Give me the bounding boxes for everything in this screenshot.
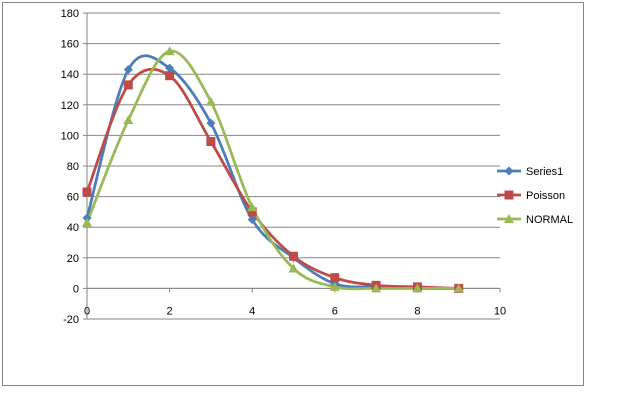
legend-label-poisson: Poisson [526,190,565,202]
data-point-series1 [247,215,257,225]
data-point-poisson [123,80,133,90]
legend-label-normal: NORMAL [526,214,573,226]
legend-marker-series1 [504,166,514,176]
data-point-poisson [330,273,340,283]
x-tick-label: 2 [167,305,173,317]
x-tick-label: 6 [332,305,338,317]
data-point-normal [288,263,299,273]
data-point-poisson [165,71,175,81]
data-point-poisson [289,251,298,261]
chart-plot: -20 0 20 40 60 80 100 120 140 160 180 0 2 4 6 8 10 Series… [61,8,573,326]
legend-label-series1: Series1 [526,166,563,178]
y-tick-label: 140 [61,69,79,81]
y-tick-label: 20 [67,253,79,265]
y-tick-label: 160 [61,39,79,51]
data-point-series1 [206,118,216,128]
data-point-normal [82,217,92,227]
legend-marker-normal [504,214,514,223]
x-tick-label: 0 [84,305,90,317]
y-tick-label: 60 [67,192,79,204]
data-point-normal [412,283,423,293]
y-tick-label: 40 [67,222,79,234]
y-tick-label: 180 [61,8,79,20]
data-point-poisson [82,187,92,197]
series-line-normal [85,49,459,291]
y-tick-label: 0 [73,283,79,295]
legend-marker-poisson [504,190,514,200]
data-point-normal [205,96,216,106]
data-point-normal [123,115,134,125]
data-point-normal [329,281,340,291]
y-tick-label: 100 [61,130,79,142]
chart-area: -20 0 20 40 60 80 100 120 140 160 180 0 2 4 6 8 10 Series… [2,2,584,386]
data-point-poisson [206,137,216,147]
x-tick-label: 4 [249,305,255,317]
x-tick-label: 10 [494,305,506,317]
data-point-series1 [165,63,175,73]
data-point-poisson [247,207,257,217]
data-point-normal [247,202,258,212]
data-point-normal [371,283,382,293]
y-tick-label: -20 [63,314,79,326]
series-line-poisson [85,68,459,290]
data-point-normal [164,46,175,56]
x-tick-label: 8 [414,305,420,317]
y-tick-label: 80 [67,161,79,173]
data-point-normal [453,283,464,293]
y-tick-label: 120 [61,100,79,112]
data-point-series1 [123,65,133,75]
